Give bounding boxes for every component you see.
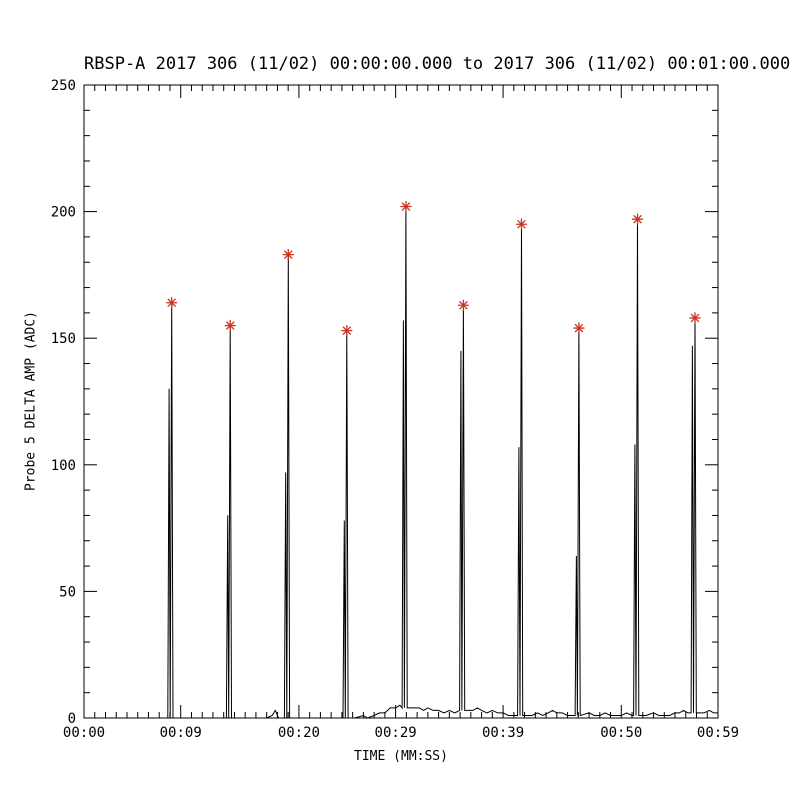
peak-marker — [689, 312, 701, 324]
x-tick-label: 00:59 — [697, 725, 739, 741]
asterisk-arm — [459, 301, 468, 310]
peak-marker — [457, 299, 470, 311]
chart-title: RBSP-A 2017 306 (11/02) 00:00:00.000 to … — [84, 54, 791, 74]
y-tick-label: 150 — [51, 331, 76, 347]
peak-marker — [224, 319, 236, 332]
asterisk-arm — [401, 202, 411, 211]
peak-marker — [282, 248, 294, 261]
peak-marker — [573, 322, 585, 334]
x-tick-label: 00:00 — [63, 725, 105, 741]
asterisk-arm — [574, 323, 584, 333]
peak-marker — [631, 213, 644, 225]
x-tick-label: 00:39 — [482, 725, 524, 741]
y-tick-label: 50 — [59, 584, 76, 600]
asterisk-arm — [633, 215, 642, 224]
x-tick-label: 00:29 — [375, 725, 417, 741]
y-tick-label: 200 — [51, 205, 76, 221]
x-tick-label: 00:50 — [600, 725, 642, 741]
signal-line — [84, 206, 718, 719]
y-tick-label: 100 — [51, 458, 76, 474]
y-tick-label: 250 — [51, 78, 76, 94]
asterisk-arm — [284, 250, 293, 259]
peak-marker — [341, 324, 353, 337]
x-axis-label: TIME (MM:SS) — [354, 749, 448, 764]
asterisk-arm — [690, 313, 700, 323]
asterisk-arm — [167, 298, 176, 307]
y-tick-label: 0 — [68, 711, 76, 727]
asterisk-arm — [342, 326, 352, 335]
y-axis-label: Probe 5 DELTA AMP (ADC) — [23, 310, 39, 492]
peak-marker — [515, 218, 528, 230]
plot-frame — [83, 84, 719, 719]
peak-marker — [400, 200, 412, 213]
asterisk-arm — [517, 220, 526, 229]
x-tick-label: 00:20 — [278, 725, 320, 741]
x-tick-label: 00:09 — [160, 725, 202, 741]
peak-marker — [166, 297, 178, 309]
asterisk-arm — [226, 321, 235, 330]
